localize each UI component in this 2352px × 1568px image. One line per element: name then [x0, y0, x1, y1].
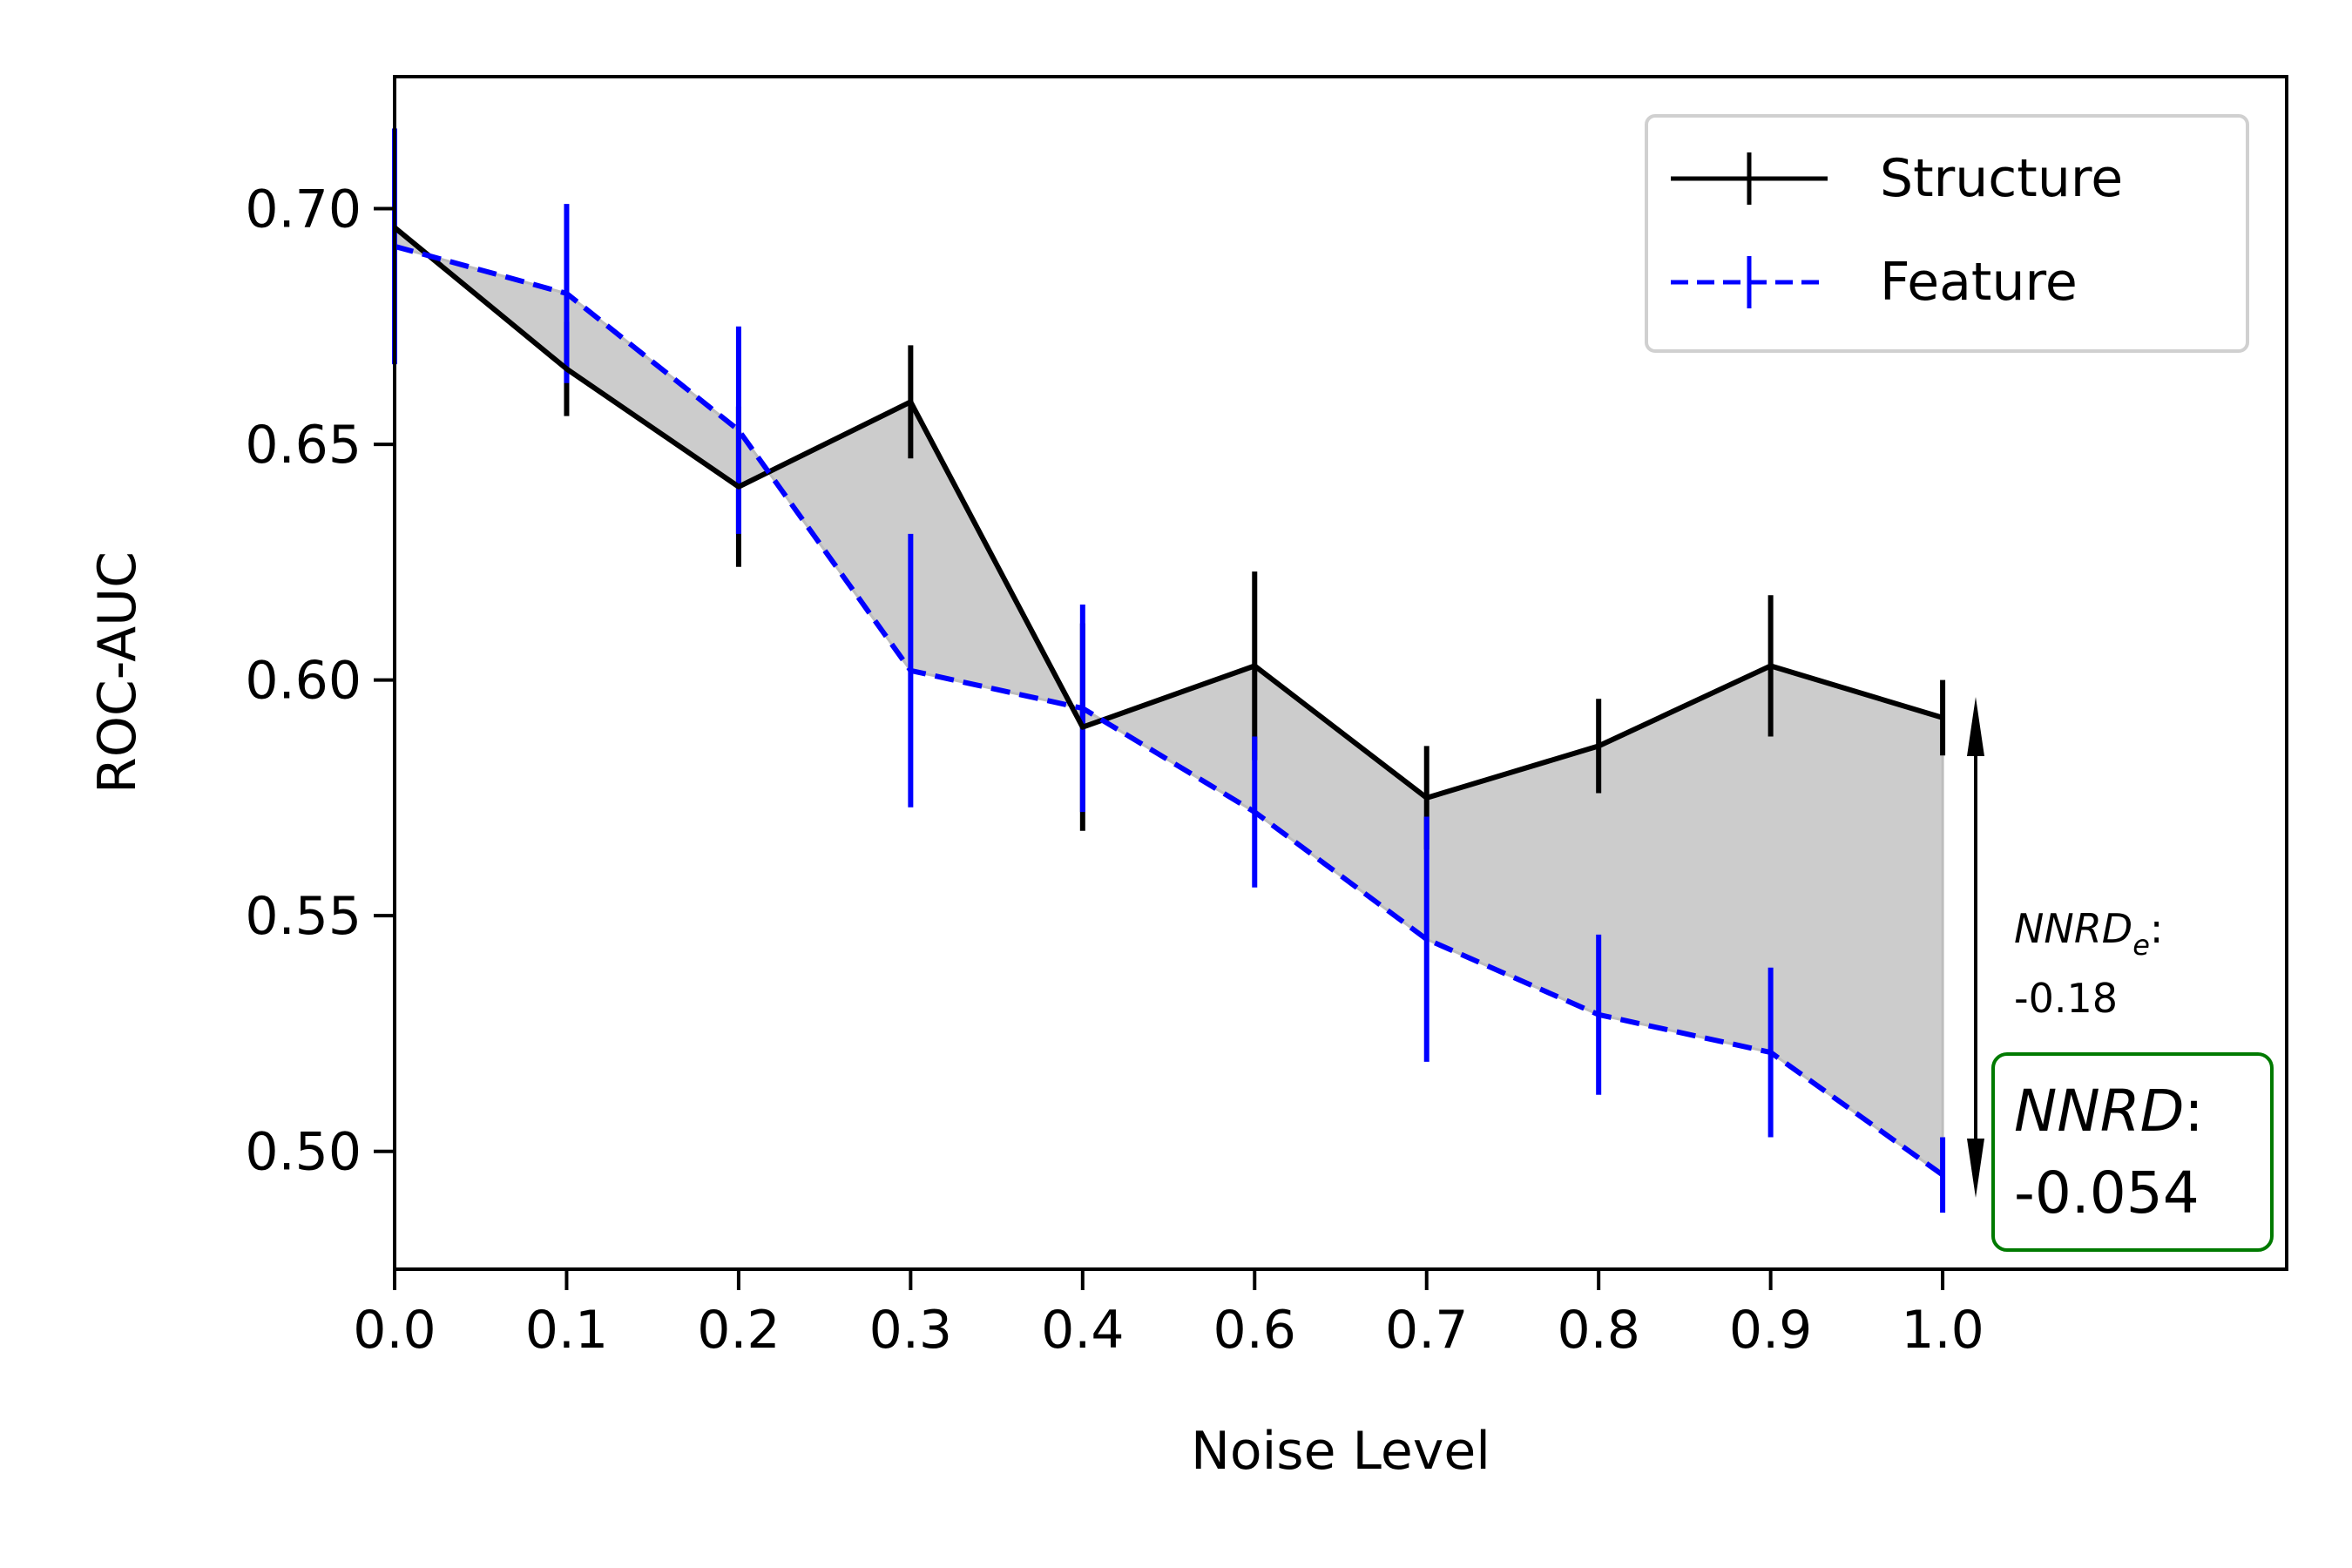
x-tick-label-2: 0.2 [697, 1300, 780, 1361]
nnrd-arrow-head-down [1967, 1139, 1984, 1198]
y-tick-label-4: 0.70 [245, 179, 362, 240]
x-tick-label-8: 0.9 [1729, 1300, 1812, 1361]
y-tick-label-3: 0.65 [245, 415, 362, 476]
x-tick-label-3: 0.3 [869, 1300, 952, 1361]
nnrd-e-annotation: NNRDe: [2014, 905, 2163, 962]
nnrd-box [1991, 1052, 2274, 1252]
legend-box [1645, 114, 2249, 353]
x-axis: 0.0 0.1 0.2 0.3 0.4 0.6 0.7 0.8 0.9 1.0 [353, 1269, 1984, 1361]
fill-between-layer [393, 224, 1944, 1178]
nnrd-e-label: NNRD [2014, 905, 2132, 952]
nnrd-colon: : [2184, 1078, 2203, 1145]
nnrd-e-subscript: e [2132, 929, 2150, 962]
y-tick-label-2: 0.60 [245, 651, 362, 712]
y-tick-label-0: 0.50 [245, 1122, 362, 1183]
nnrd-annotation: NNRD: [2014, 1078, 2204, 1145]
legend-feature-label: Feature [1880, 252, 2078, 313]
x-tick-label-0: 0.0 [353, 1300, 436, 1361]
x-axis-title: Noise Level [1191, 1421, 1490, 1482]
y-axis: 0.50 0.55 0.60 0.65 0.70 [245, 179, 395, 1183]
nnrd-e-value: -0.18 [2014, 975, 2118, 1022]
y-tick-label-1: 0.55 [245, 886, 362, 947]
nnrd-arrow-head-up [1967, 697, 1984, 756]
x-tick-label-5: 0.6 [1213, 1300, 1296, 1361]
feature-series-line [394, 243, 1944, 1178]
plot-frame [393, 75, 2288, 1271]
structure-series-line [393, 225, 1943, 801]
x-tick-label-9: 1.0 [1901, 1300, 1984, 1361]
fill-between-region [393, 224, 1944, 1178]
legend: Structure Feature [1645, 114, 2249, 353]
x-tick-label-7: 0.8 [1557, 1300, 1639, 1361]
nnrd-arrow [1967, 697, 1984, 1198]
nnrd-e-colon: : [2150, 905, 2164, 952]
x-tick-label-6: 0.7 [1385, 1300, 1468, 1361]
series-line-layer [393, 225, 1944, 1178]
nnrd-value: -0.054 [2014, 1159, 2200, 1227]
x-tick-label-1: 0.1 [525, 1300, 608, 1361]
nnrd-label: NNRD [2014, 1078, 2184, 1145]
y-axis-title: ROC-AUC [87, 551, 148, 794]
x-tick-label-4: 0.4 [1041, 1300, 1124, 1361]
legend-structure-label: Structure [1880, 148, 2123, 209]
